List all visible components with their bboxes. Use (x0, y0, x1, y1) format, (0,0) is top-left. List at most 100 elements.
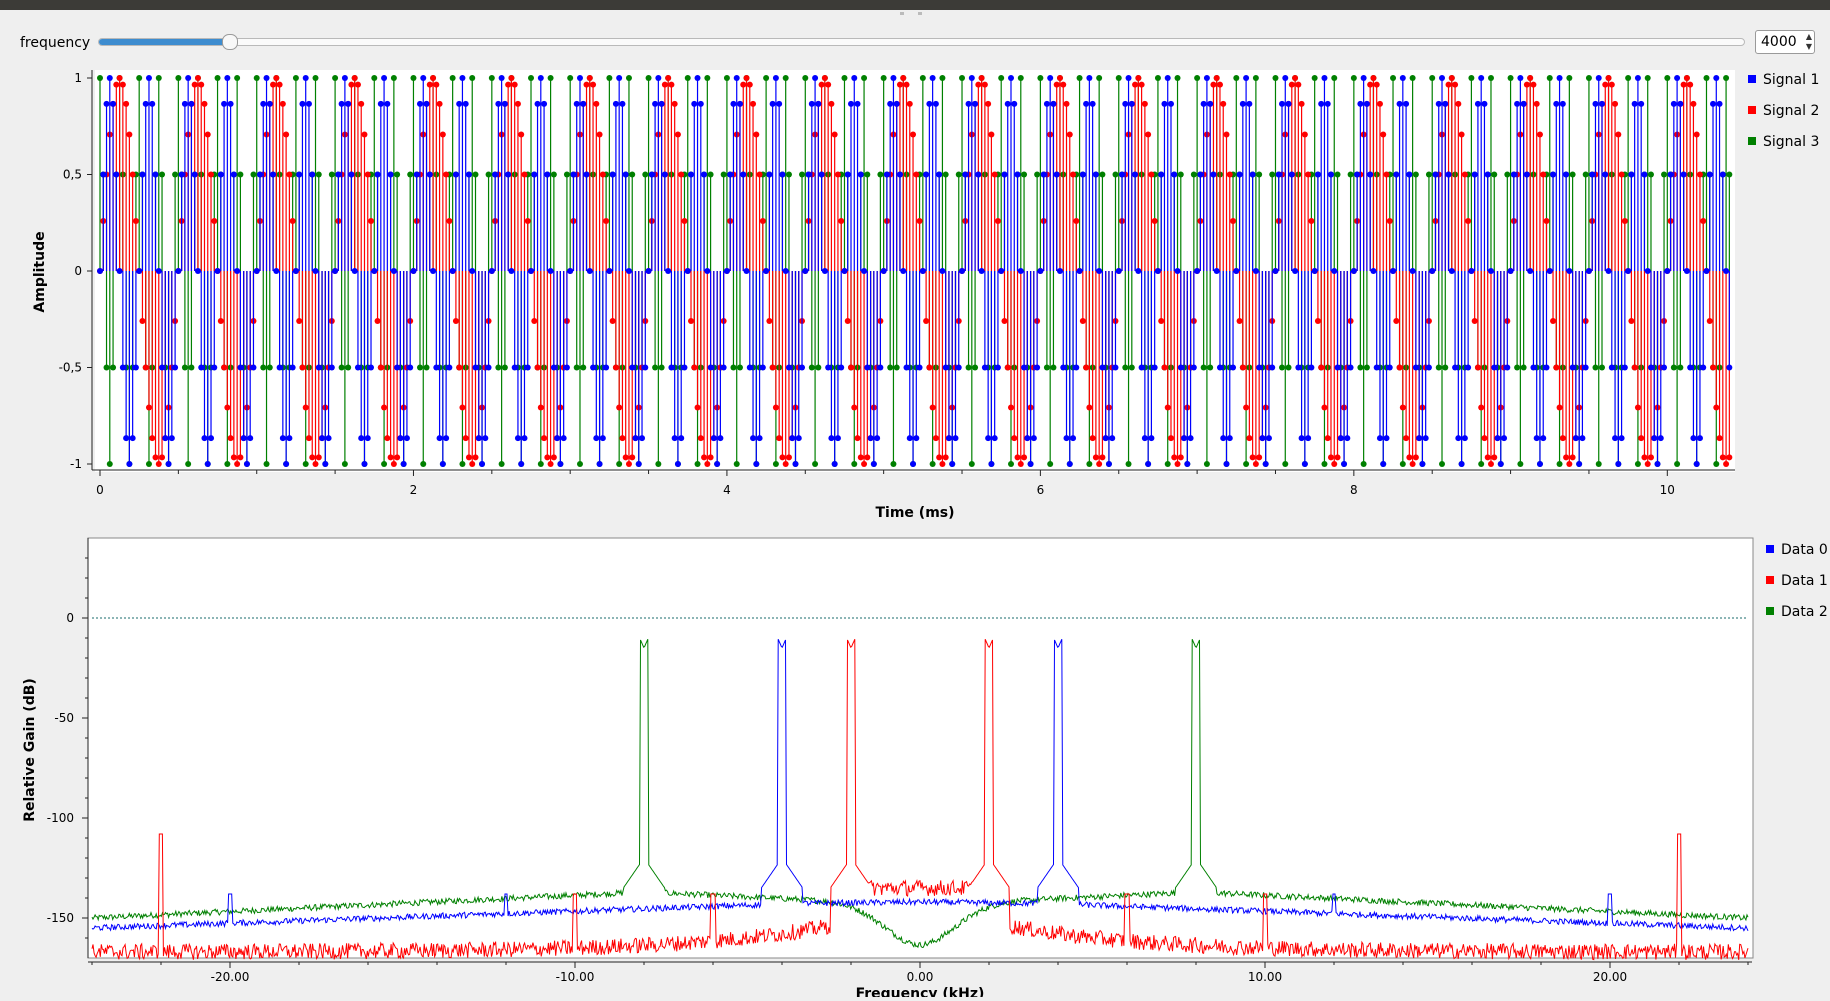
data-point (1171, 454, 1178, 461)
data-point (1638, 435, 1645, 442)
data-point (1070, 435, 1077, 442)
data-point (890, 75, 897, 81)
data-point (759, 364, 766, 371)
data-point (923, 171, 930, 178)
data-point (681, 364, 688, 371)
data-point (1210, 171, 1217, 178)
frequency-slider[interactable] (98, 34, 1745, 50)
data-point (1380, 461, 1387, 467)
data-point (1390, 268, 1397, 274)
data-point (1197, 171, 1204, 178)
data-point (289, 364, 296, 371)
data-point (864, 171, 871, 178)
data-point (1667, 171, 1674, 178)
data-point (593, 100, 600, 107)
data-point (1024, 435, 1031, 442)
data-point (1458, 131, 1465, 138)
data-point (521, 435, 528, 442)
data-point (1452, 364, 1459, 371)
data-point (416, 364, 423, 371)
trace-data-1 (91, 639, 1749, 961)
data-point (1177, 364, 1184, 371)
data-point (1523, 171, 1530, 178)
data-point (1690, 100, 1697, 107)
data-point (181, 364, 188, 371)
data-point (1677, 100, 1684, 107)
data-point (436, 100, 443, 107)
data-point (1514, 100, 1521, 107)
data-point (1243, 75, 1250, 81)
data-point (1523, 81, 1530, 88)
data-point (1105, 461, 1112, 467)
data-point (978, 268, 985, 274)
data-point (456, 364, 463, 371)
data-point (789, 435, 796, 442)
data-point (1556, 461, 1563, 467)
data-point (537, 461, 544, 467)
data-point (1661, 364, 1668, 371)
data-point (1559, 435, 1566, 442)
data-point (1487, 268, 1494, 274)
data-point (1171, 171, 1178, 178)
data-point (1435, 364, 1442, 371)
frequency-value[interactable]: 4000 (1761, 34, 1797, 50)
data-point (769, 100, 776, 107)
data-point (204, 461, 211, 467)
data-point (1680, 171, 1687, 178)
data-point (1527, 268, 1534, 274)
data-point (1494, 435, 1501, 442)
legend-label: Signal 2 (1763, 103, 1819, 119)
data-point (345, 364, 352, 371)
data-point (302, 75, 309, 81)
data-point (1017, 461, 1024, 467)
data-point (720, 171, 727, 178)
data-point (1713, 461, 1720, 467)
data-point (116, 268, 123, 274)
frequency-spinbox[interactable]: 4000 ▲ ▼ (1755, 30, 1815, 54)
data-point (1719, 171, 1726, 178)
data-point (514, 100, 521, 107)
frequency-slider-handle[interactable] (221, 34, 238, 50)
spin-arrows-icon[interactable]: ▲ ▼ (1805, 32, 1812, 51)
data-point (142, 100, 149, 107)
data-point (97, 268, 103, 274)
data-point (994, 364, 1001, 371)
data-point (103, 100, 110, 107)
data-point (625, 75, 632, 81)
window-controls[interactable] (900, 0, 940, 15)
data-point (152, 454, 159, 461)
data-point (1376, 435, 1383, 442)
freq-plot-legend: Data 0 Data 1 Data 2 (1766, 542, 1828, 620)
data-point (1034, 364, 1041, 371)
data-point (1605, 268, 1612, 274)
data-point (834, 435, 841, 442)
data-point (668, 364, 675, 371)
data-point (766, 171, 773, 178)
data-point (1164, 404, 1171, 411)
data-point (1602, 171, 1609, 178)
data-point (368, 364, 375, 371)
data-point (612, 100, 619, 107)
data-point (1530, 364, 1537, 371)
data-point (1318, 100, 1325, 107)
data-point (273, 75, 280, 81)
data-point (870, 461, 877, 467)
data-point (263, 461, 270, 467)
data-point (221, 364, 228, 371)
data-point (864, 364, 871, 371)
data-point (985, 435, 992, 442)
data-point (1386, 364, 1393, 371)
data-point (596, 461, 603, 467)
data-point (168, 435, 175, 442)
time-plot-stems (97, 75, 1733, 467)
data-point (1612, 100, 1619, 107)
data-point (655, 461, 662, 467)
data-point (1409, 75, 1416, 81)
data-point (1569, 454, 1576, 461)
data-point (1115, 268, 1122, 274)
data-point (518, 131, 525, 138)
data-point (1249, 454, 1256, 461)
data-point (1230, 218, 1237, 225)
data-point (211, 218, 218, 225)
data-point (1540, 435, 1547, 442)
